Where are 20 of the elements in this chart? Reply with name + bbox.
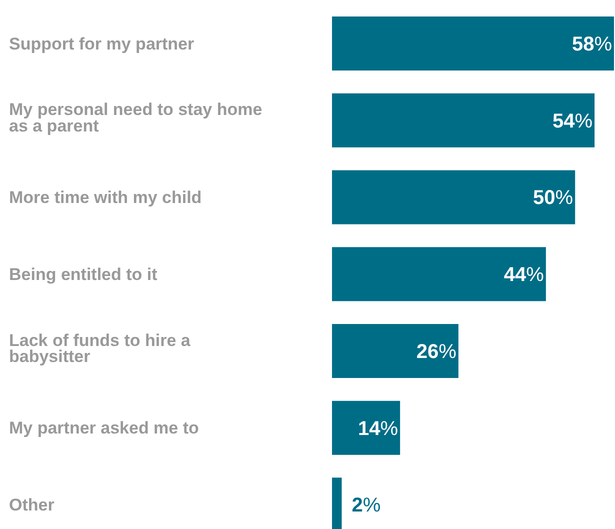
bar [332,247,546,302]
bar [332,93,595,148]
y-tick-label: My partner asked me to [9,418,199,438]
y-tick-label: Lack of funds to hire a babysitter [9,330,191,366]
data-label: 54% [552,110,593,132]
bar [332,16,614,71]
bar [332,400,400,455]
data-label: 58% [572,34,612,56]
data-label: 44% [504,264,544,286]
y-tick-label: My personal need to stay home as a parent [9,100,262,136]
y-tick-label: More time with my child [9,188,202,208]
data-label: 2% [352,494,381,517]
bar [332,324,458,378]
data-label: 50% [533,187,574,210]
y-tick-label: Support for my partner [9,34,195,54]
y-tick-label: Other [9,496,55,515]
bar [332,170,576,224]
data-label: 14% [358,418,398,440]
y-tick-label: Being entitled to it [9,264,158,284]
data-label: 26% [416,340,457,363]
